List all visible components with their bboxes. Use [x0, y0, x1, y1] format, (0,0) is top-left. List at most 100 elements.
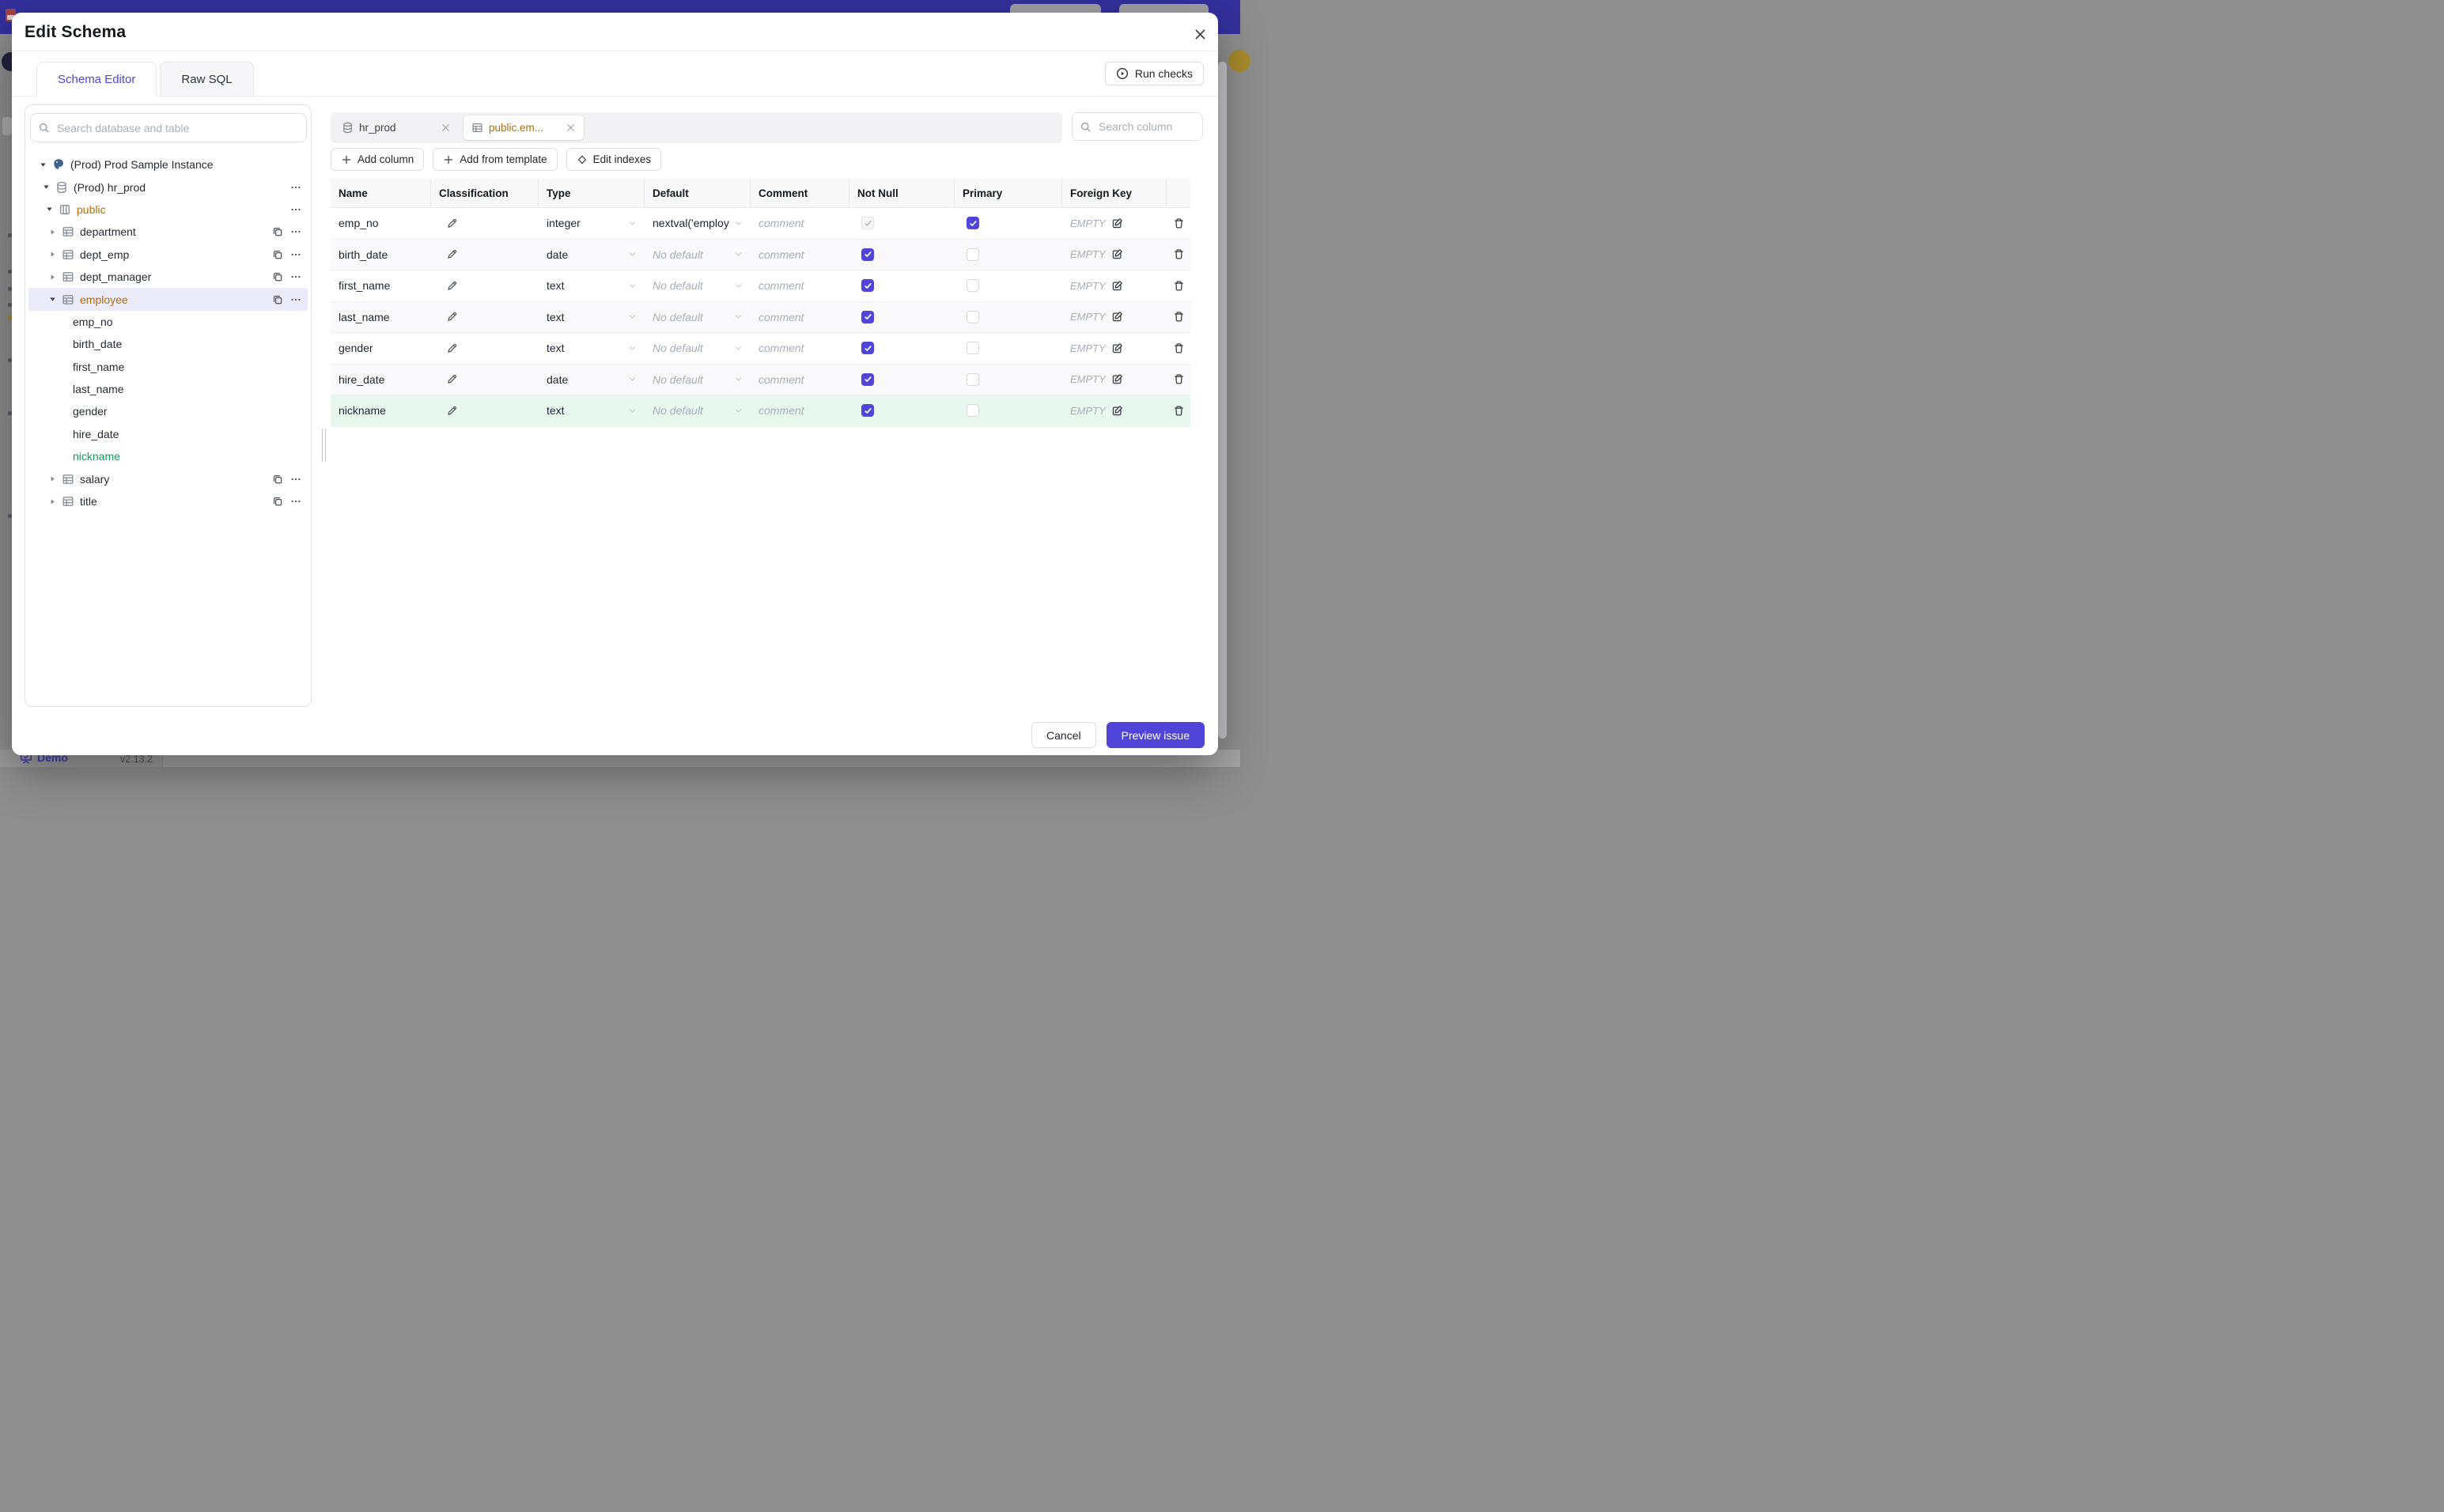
- edit-square-icon[interactable]: [1111, 248, 1123, 260]
- tab-raw-sql[interactable]: Raw SQL: [160, 62, 254, 96]
- type-select[interactable]: text: [539, 302, 645, 333]
- default-select[interactable]: No default: [645, 240, 751, 270]
- not-null-checkbox[interactable]: [861, 310, 874, 323]
- caret-right-icon[interactable]: [48, 250, 57, 259]
- trash-icon[interactable]: [1173, 311, 1185, 323]
- caret-down-icon[interactable]: [45, 205, 54, 214]
- primary-checkbox[interactable]: [967, 404, 979, 418]
- tree-item-gender[interactable]: gender: [28, 400, 308, 422]
- edit-square-icon[interactable]: [1111, 217, 1123, 229]
- cancel-button[interactable]: Cancel: [1031, 722, 1096, 748]
- caret-right-icon[interactable]: [48, 474, 57, 483]
- edit-square-icon[interactable]: [1111, 311, 1123, 323]
- pencil-icon[interactable]: [446, 405, 458, 417]
- tree-item-birth_date[interactable]: birth_date: [28, 333, 308, 355]
- primary-checkbox[interactable]: [967, 217, 979, 230]
- caret-right-icon[interactable]: [48, 228, 57, 236]
- copy-icon[interactable]: [272, 474, 283, 485]
- tree-item--prod-prod-sample-instance[interactable]: (Prod) Prod Sample Instance: [28, 153, 308, 176]
- primary-checkbox[interactable]: [967, 279, 979, 293]
- pencil-icon[interactable]: [446, 342, 458, 354]
- primary-checkbox[interactable]: [967, 342, 979, 355]
- run-checks-button[interactable]: Run checks: [1104, 62, 1204, 85]
- type-select[interactable]: text: [539, 395, 645, 426]
- trash-icon[interactable]: [1173, 342, 1185, 354]
- caret-down-icon[interactable]: [48, 295, 57, 304]
- comment-input[interactable]: comment: [759, 404, 804, 418]
- pencil-icon[interactable]: [446, 280, 458, 292]
- editor-tab-hr_prod[interactable]: hr_prod: [334, 115, 459, 140]
- edit-square-icon[interactable]: [1111, 373, 1123, 385]
- more-icon[interactable]: [290, 204, 301, 215]
- tree-item-department[interactable]: department: [28, 221, 308, 243]
- type-select[interactable]: text: [539, 270, 645, 301]
- edit-square-icon[interactable]: [1111, 280, 1123, 292]
- tree-item-emp_no[interactable]: emp_no: [28, 311, 308, 333]
- tab-schema-editor[interactable]: Schema Editor: [36, 62, 157, 96]
- caret-right-icon[interactable]: [48, 497, 57, 506]
- close-icon[interactable]: [441, 123, 451, 133]
- tree-item-public[interactable]: public: [28, 198, 308, 221]
- tree-item-salary[interactable]: salary: [28, 467, 308, 490]
- comment-input[interactable]: comment: [759, 248, 804, 261]
- panel-resize-handle[interactable]: [322, 429, 326, 462]
- more-icon[interactable]: [290, 226, 301, 237]
- copy-icon[interactable]: [272, 249, 283, 260]
- copy-icon[interactable]: [272, 271, 283, 282]
- editor-tab-public-em-[interactable]: public.em...: [463, 115, 584, 140]
- pencil-icon[interactable]: [446, 311, 458, 323]
- column-name-cell[interactable]: hire_date: [339, 372, 385, 386]
- more-icon[interactable]: [290, 294, 301, 305]
- comment-input[interactable]: comment: [759, 342, 804, 355]
- default-select[interactable]: No default: [645, 395, 751, 426]
- column-name-cell[interactable]: nickname: [339, 404, 386, 418]
- default-select[interactable]: No default: [645, 302, 751, 333]
- not-null-checkbox[interactable]: [861, 279, 874, 293]
- comment-input[interactable]: comment: [759, 217, 804, 230]
- not-null-checkbox[interactable]: [861, 217, 874, 230]
- tree-item-first_name[interactable]: first_name: [28, 356, 308, 378]
- default-select[interactable]: nextval('employ: [645, 208, 751, 239]
- not-null-checkbox[interactable]: [861, 372, 874, 386]
- column-search-input[interactable]: [1072, 112, 1203, 141]
- type-select[interactable]: date: [539, 365, 645, 395]
- edit-indexes-button[interactable]: Edit indexes: [566, 148, 662, 171]
- primary-checkbox[interactable]: [967, 248, 979, 261]
- caret-down-icon[interactable]: [39, 161, 47, 169]
- trash-icon[interactable]: [1173, 280, 1185, 292]
- database-search-input[interactable]: [30, 113, 307, 142]
- caret-down-icon[interactable]: [42, 183, 51, 191]
- default-select[interactable]: No default: [645, 270, 751, 301]
- tree-item-nickname[interactable]: nickname: [28, 445, 308, 467]
- edit-square-icon[interactable]: [1111, 342, 1123, 354]
- close-icon[interactable]: [1194, 28, 1207, 41]
- column-name-cell[interactable]: gender: [339, 342, 373, 355]
- pencil-icon[interactable]: [446, 217, 458, 229]
- copy-icon[interactable]: [272, 294, 283, 305]
- trash-icon[interactable]: [1173, 405, 1185, 417]
- primary-checkbox[interactable]: [967, 372, 979, 386]
- default-select[interactable]: No default: [645, 365, 751, 395]
- tree-item-hire_date[interactable]: hire_date: [28, 423, 308, 445]
- tree-item-employee[interactable]: employee: [28, 288, 308, 311]
- edit-square-icon[interactable]: [1111, 405, 1123, 417]
- pencil-icon[interactable]: [446, 248, 458, 260]
- copy-icon[interactable]: [272, 496, 283, 507]
- trash-icon[interactable]: [1173, 373, 1185, 385]
- preview-issue-button[interactable]: Preview issue: [1106, 722, 1205, 748]
- tree-item-dept_manager[interactable]: dept_manager: [28, 266, 308, 288]
- page-scrollbar[interactable]: [1218, 62, 1227, 739]
- type-select[interactable]: text: [539, 333, 645, 364]
- trash-icon[interactable]: [1173, 248, 1185, 260]
- not-null-checkbox[interactable]: [861, 342, 874, 355]
- type-select[interactable]: integer: [539, 208, 645, 239]
- copy-icon[interactable]: [272, 226, 283, 237]
- primary-checkbox[interactable]: [967, 310, 979, 323]
- more-icon[interactable]: [290, 496, 301, 507]
- tree-item--prod-hr_prod[interactable]: (Prod) hr_prod: [28, 176, 308, 198]
- caret-right-icon[interactable]: [48, 273, 57, 282]
- pencil-icon[interactable]: [446, 373, 458, 385]
- not-null-checkbox[interactable]: [861, 404, 874, 418]
- default-select[interactable]: No default: [645, 333, 751, 364]
- comment-input[interactable]: comment: [759, 279, 804, 293]
